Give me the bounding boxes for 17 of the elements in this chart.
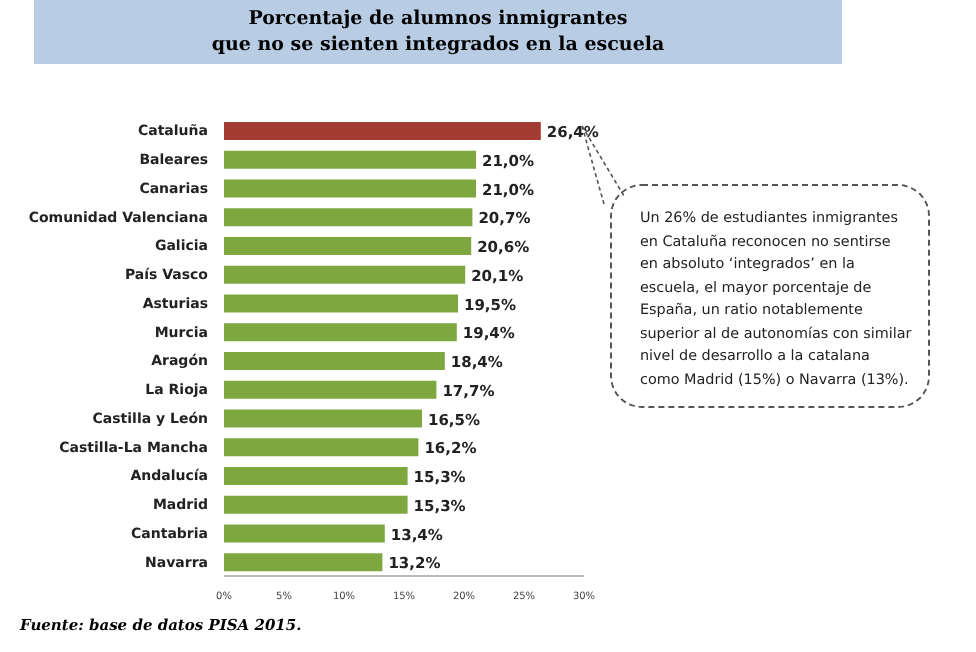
chart-title: Porcentaje de alumnos inmigrantes que no se sienten integrados en la escuela — [34, 6, 842, 58]
bar — [224, 524, 385, 543]
bar — [224, 179, 476, 198]
bar — [224, 553, 383, 572]
bar — [224, 237, 472, 255]
bar — [224, 294, 458, 313]
bar — [224, 380, 437, 399]
bar — [224, 323, 457, 342]
bar — [224, 409, 422, 428]
bar — [224, 352, 445, 370]
bar — [224, 150, 476, 169]
bar — [224, 122, 541, 140]
bar — [224, 495, 408, 514]
bar — [224, 265, 466, 284]
bar — [224, 438, 419, 457]
bar — [224, 467, 408, 485]
bar — [224, 208, 473, 227]
